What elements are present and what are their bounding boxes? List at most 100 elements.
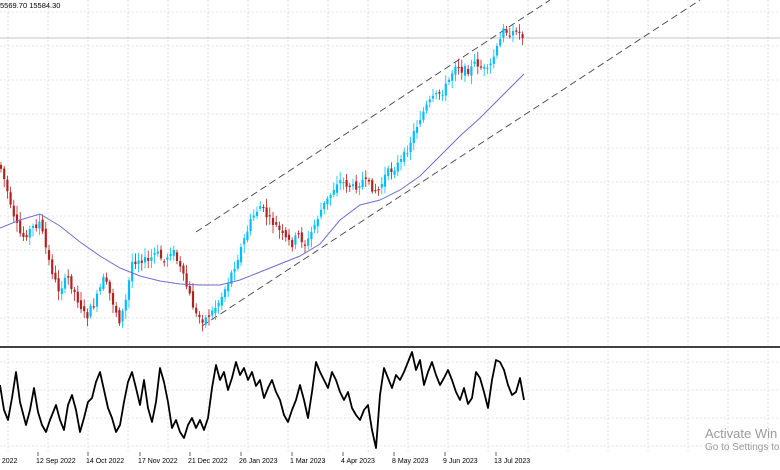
candle-body (236, 259, 239, 269)
candle-body (63, 277, 67, 289)
candle-body (265, 207, 268, 218)
date-tick-label: 21 Dec 2022 (188, 458, 228, 465)
candle-body (351, 184, 355, 187)
candle-body (179, 260, 182, 267)
candle-body (275, 222, 278, 225)
candle-body (3, 168, 6, 180)
candle-body (0, 164, 3, 169)
candle-body (262, 206, 265, 209)
candle-body (188, 286, 191, 294)
moving-average-line (0, 73, 525, 286)
candle-body (249, 219, 252, 232)
candle-body (15, 214, 19, 223)
channel-upper-line (195, 0, 551, 233)
candle-body (227, 283, 230, 292)
candle-body (284, 230, 287, 238)
candle-body (73, 289, 76, 293)
candle-body (425, 104, 428, 111)
candle-body (447, 79, 451, 83)
candle-body (319, 209, 323, 217)
candle-body (89, 306, 92, 317)
candle-body (159, 249, 163, 259)
candle-body (95, 293, 99, 307)
candle-body (339, 180, 342, 184)
candle-body (399, 158, 403, 162)
candle-body (428, 99, 431, 103)
candle-body (460, 66, 463, 73)
candle-body (137, 260, 140, 265)
candle-body (342, 182, 345, 184)
candle-body (86, 312, 89, 319)
candle-body (310, 231, 313, 240)
candle-body (409, 142, 412, 153)
candle-body (441, 94, 444, 96)
candle-body (271, 217, 275, 226)
candle-body (60, 288, 63, 294)
candle-body (358, 186, 361, 189)
candle-body (364, 177, 367, 179)
candle-body (361, 179, 364, 187)
candle-body (54, 272, 57, 280)
candle-body (134, 261, 137, 265)
candle-body (345, 180, 348, 187)
candle-body (140, 260, 143, 263)
date-tick-label: 17 Nov 2022 (138, 458, 178, 465)
candle-body (198, 314, 201, 318)
candle-body (297, 233, 300, 235)
candle-body (25, 235, 28, 238)
candle-body (390, 168, 393, 173)
candle-body (473, 61, 476, 64)
candle-body (355, 181, 358, 190)
candle-body (476, 59, 479, 67)
candle-body (259, 206, 262, 209)
candle-body (121, 310, 124, 322)
candle-body (195, 307, 198, 314)
candle-body (201, 319, 204, 323)
date-tick-label: 13 Jul 2023 (494, 458, 530, 465)
date-tick-label: 12 Sep 2022 (36, 458, 76, 465)
candle-body (329, 195, 332, 199)
candle-body (380, 183, 383, 188)
candle-body (147, 258, 150, 261)
candle-body (431, 95, 435, 99)
candle-body (470, 66, 473, 76)
candle-body (499, 39, 502, 46)
candle-body (451, 73, 454, 81)
date-tick-label: 14 Oct 2022 (86, 458, 124, 465)
candle-body (371, 180, 374, 192)
candle-body (515, 30, 518, 32)
candle-body (511, 30, 515, 36)
candle-body (239, 247, 243, 263)
candle-body (217, 302, 220, 307)
watermark-line1: Activate Win (705, 426, 778, 441)
candle-body (387, 168, 390, 176)
candle-body (393, 170, 396, 175)
oscillator-line (0, 351, 525, 449)
candle-body (223, 289, 227, 298)
candle-body (396, 162, 399, 172)
candle-body (124, 299, 127, 311)
candle-body (47, 250, 51, 260)
candle-body (92, 306, 95, 308)
candle-body (211, 310, 214, 316)
candle-body (457, 67, 460, 69)
candle-body (6, 179, 9, 192)
candle-body (185, 273, 188, 287)
candle-body (454, 66, 457, 75)
candle-body (31, 226, 35, 228)
candle-body (105, 277, 108, 282)
candle-body (153, 252, 156, 255)
candle-body (332, 190, 335, 195)
candle-body (323, 202, 326, 210)
candle-body (12, 205, 15, 217)
candle-body (492, 56, 495, 64)
candle-body (115, 305, 118, 313)
candle-body (367, 179, 371, 182)
activation-watermark: Activate Win Go to Settings to (705, 426, 780, 453)
candle-body (118, 310, 121, 324)
candle-body (172, 249, 175, 256)
candle-body (83, 306, 86, 312)
candle-body (521, 34, 524, 39)
watermark-line2: Go to Settings to (705, 442, 780, 453)
